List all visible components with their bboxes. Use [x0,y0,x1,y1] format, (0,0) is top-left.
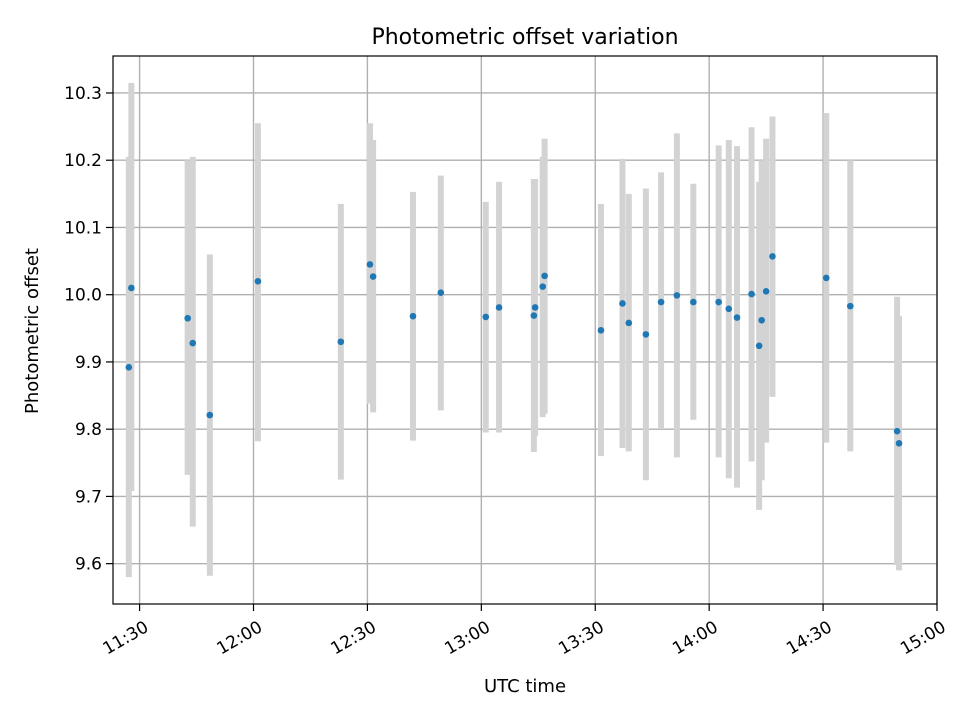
data-point [690,298,697,306]
y-tick-label: 9.6 [75,555,102,575]
data-point [541,272,548,280]
data-point [619,300,626,307]
data-point [758,316,765,324]
y-axis-ticks: 9.6 9.7 9.8 9.9 10.0 10.1 10.2 10.3 [64,84,113,575]
data-point [642,331,650,338]
y-tick-label: 10.2 [64,151,102,171]
data-point [337,338,345,346]
data-point [184,314,191,322]
y-tick-label: 9.7 [75,487,102,507]
data-point [769,253,776,260]
y-axis-label: Photometric offset [22,248,43,414]
data-point [437,289,445,296]
x-axis-label: UTC time [484,676,566,697]
y-tick-label: 10.1 [64,218,102,238]
y-tick-label: 9.9 [75,353,102,373]
data-point [189,339,197,347]
data-point [673,292,681,299]
data-point [495,304,503,311]
data-point [762,288,770,295]
data-point [597,327,605,334]
data-point [531,304,539,311]
data-point [366,261,374,268]
data-point [755,342,763,350]
data-point [369,273,377,280]
data-point [254,277,262,285]
chart-title: Photometric offset variation [371,25,678,50]
y-tick-label: 10.3 [64,84,102,104]
grid [113,56,938,604]
data-point [748,290,755,298]
data-points [125,253,903,447]
data-point [893,427,901,435]
y-tick-label: 9.8 [75,420,102,440]
data-point [206,411,214,419]
data-point [725,305,733,313]
plot-area-frame [112,55,938,605]
data-point [530,312,538,319]
data-point [125,364,133,371]
data-point [822,274,830,282]
data-point [657,298,665,306]
data-point [539,283,547,290]
data-point [895,439,903,447]
data-point [733,314,741,321]
data-point [625,319,633,327]
data-point [409,312,417,320]
y-tick-label: 10.0 [64,286,102,306]
data-point [846,302,854,310]
data-point [128,284,135,292]
data-point [715,298,722,306]
data-point [482,313,490,321]
